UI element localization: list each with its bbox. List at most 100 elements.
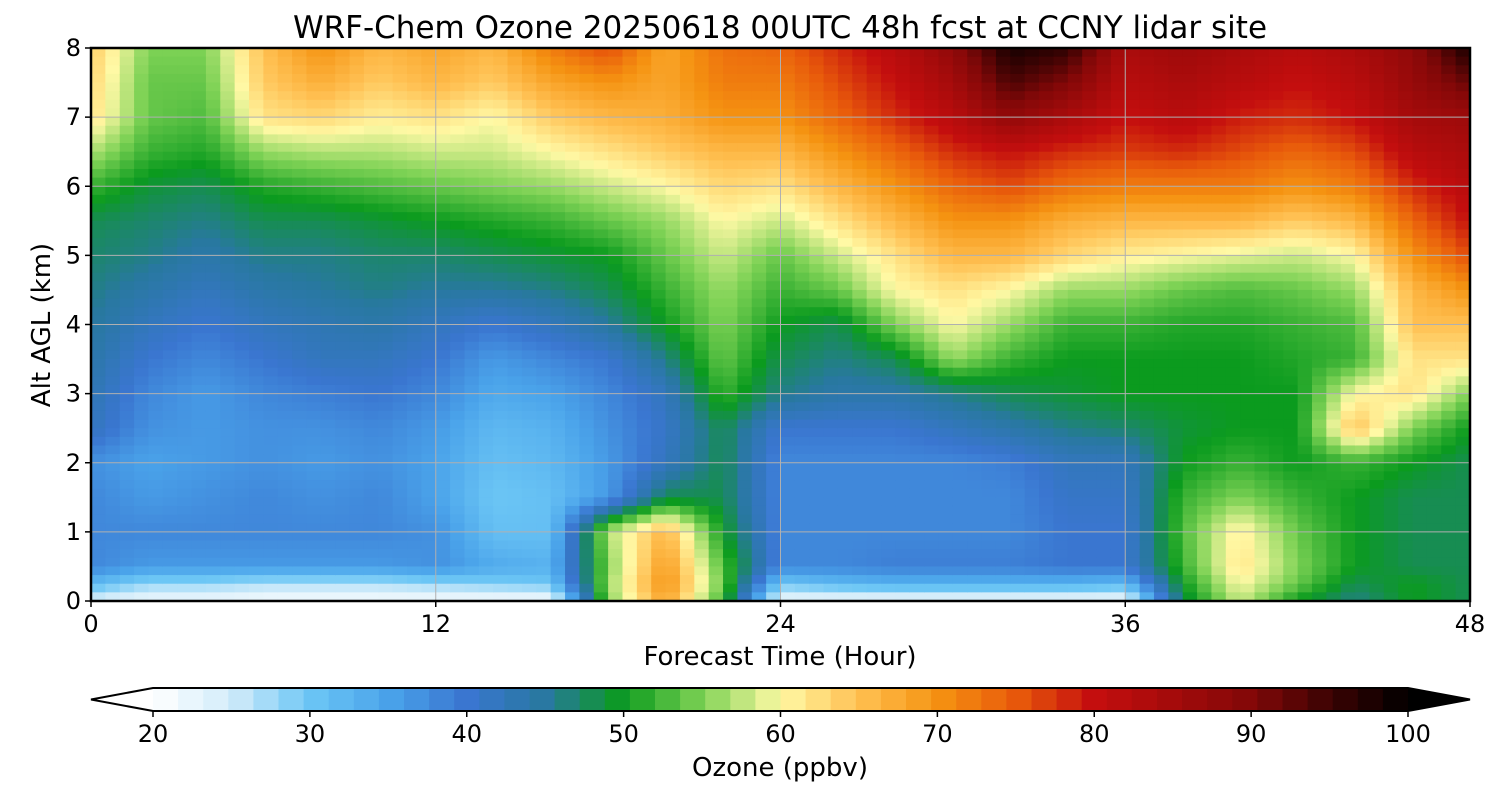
heatmap-cell <box>579 151 595 161</box>
heatmap-cell <box>478 125 494 136</box>
heatmap-cell <box>881 73 897 84</box>
heatmap-cell <box>521 82 537 92</box>
heatmap-cell <box>263 73 279 84</box>
heatmap-cell <box>363 177 379 187</box>
heatmap-cell <box>1153 99 1169 110</box>
heatmap-cell <box>665 505 681 516</box>
heatmap-cell <box>1010 307 1026 317</box>
heatmap-cell <box>363 592 379 601</box>
heatmap-cell <box>1053 160 1069 170</box>
heatmap-cell <box>421 480 437 490</box>
heatmap-cell <box>608 229 624 239</box>
heatmap-cell <box>708 514 724 524</box>
heatmap-cell <box>852 410 868 421</box>
heatmap-cell <box>1039 557 1055 568</box>
heatmap-cell <box>234 238 250 248</box>
heatmap-cell <box>421 238 437 248</box>
heatmap-cell <box>809 436 825 447</box>
heatmap-cell <box>277 168 293 179</box>
heatmap-cell <box>392 99 408 110</box>
heatmap-cell <box>1096 583 1112 593</box>
heatmap-cell <box>162 186 178 196</box>
heatmap-cell <box>622 367 638 377</box>
heatmap-cell <box>895 298 911 308</box>
heatmap-cell <box>148 324 164 334</box>
heatmap-cell <box>651 307 667 317</box>
heatmap-cell <box>593 393 609 403</box>
heatmap-cell <box>837 514 853 524</box>
heatmap-cell <box>162 462 178 472</box>
heatmap-cell <box>823 99 839 110</box>
heatmap-cell <box>823 367 839 377</box>
heatmap-cell <box>134 367 150 377</box>
heatmap-cell <box>1110 333 1126 343</box>
heatmap-cell <box>1096 281 1112 291</box>
heatmap-cell <box>1125 402 1141 412</box>
heatmap-cell <box>220 117 236 127</box>
heatmap-cell <box>766 462 782 472</box>
heatmap-cell <box>751 592 767 601</box>
heatmap-cell <box>205 592 221 601</box>
heatmap-cell <box>967 134 983 144</box>
heatmap-cell <box>177 384 193 395</box>
heatmap-cell <box>593 549 609 559</box>
heatmap-cell <box>421 367 437 377</box>
heatmap-cell <box>1182 160 1198 170</box>
heatmap-cell <box>766 194 782 205</box>
heatmap-cell <box>636 324 652 334</box>
heatmap-cell <box>450 488 466 498</box>
heatmap-cell <box>1182 471 1198 481</box>
heatmap-cell <box>909 160 925 170</box>
heatmap-cell <box>205 350 221 360</box>
heatmap-cell <box>378 514 394 524</box>
heatmap-cell <box>881 531 897 542</box>
heatmap-cell <box>105 514 121 524</box>
heatmap-cell <box>162 289 178 300</box>
heatmap-cell <box>952 125 968 136</box>
heatmap-cell <box>565 281 580 291</box>
heatmap-cell <box>478 177 494 187</box>
heatmap-cell <box>1067 117 1083 127</box>
heatmap-cell <box>148 143 164 153</box>
heatmap-cell <box>550 289 566 300</box>
heatmap-cell <box>751 402 767 412</box>
heatmap-cell <box>191 143 207 153</box>
heatmap-cell <box>1182 505 1198 516</box>
heatmap-cell <box>1067 220 1083 231</box>
heatmap-cell <box>694 108 710 118</box>
heatmap-cell <box>450 229 466 239</box>
heatmap-cell <box>119 514 135 524</box>
heatmap-cell <box>91 557 106 568</box>
heatmap-cell <box>651 393 667 403</box>
heatmap-cell <box>148 376 164 386</box>
heatmap-cell <box>967 177 983 187</box>
heatmap-cell <box>1039 488 1055 498</box>
heatmap-cell <box>651 194 667 205</box>
heatmap-cell <box>938 203 954 213</box>
heatmap-cell <box>177 480 193 490</box>
heatmap-cell <box>1039 315 1055 326</box>
heatmap-cell <box>651 108 667 118</box>
heatmap-cell <box>1067 540 1083 550</box>
heatmap-cell <box>938 168 954 179</box>
heatmap-cell <box>119 281 135 291</box>
heatmap-cell <box>378 264 394 274</box>
heatmap-cell <box>536 462 552 472</box>
heatmap-cell <box>1010 56 1026 66</box>
heatmap-cell <box>478 264 494 274</box>
heatmap-cell <box>708 220 724 231</box>
heatmap-cell <box>191 272 207 282</box>
heatmap-cell <box>593 592 609 601</box>
heatmap-cell <box>909 497 925 507</box>
heatmap-cell <box>320 238 336 248</box>
heatmap-cell <box>521 56 537 66</box>
heatmap-cell <box>536 143 552 153</box>
heatmap-cell <box>895 255 911 265</box>
heatmap-cell <box>909 523 925 533</box>
heatmap-cell <box>967 73 983 84</box>
heatmap-cell <box>234 255 250 265</box>
heatmap-cell <box>1110 341 1126 352</box>
heatmap-cell <box>938 82 954 92</box>
heatmap-cell <box>608 333 624 343</box>
heatmap-cell <box>952 143 968 153</box>
